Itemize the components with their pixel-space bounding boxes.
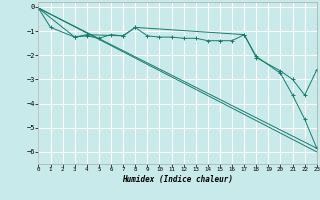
X-axis label: Humidex (Indice chaleur): Humidex (Indice chaleur): [122, 175, 233, 184]
